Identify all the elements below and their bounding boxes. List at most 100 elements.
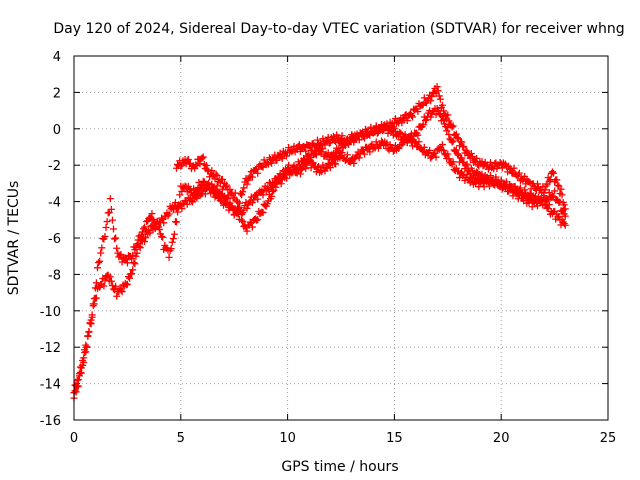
data-point [319,145,327,153]
data-point [449,158,457,166]
data-point [108,282,116,290]
data-point [123,259,131,267]
y-tick-label: -12 [40,341,61,356]
x-tick-label: 20 [493,431,510,446]
data-point [427,97,435,105]
data-point [208,167,216,175]
data-point [441,110,449,118]
data-point [226,185,234,193]
x-tick-label: 15 [386,431,403,446]
data-point [534,202,542,210]
data-point [438,101,446,109]
data-point [448,123,456,131]
data-point [106,273,114,281]
data-point [164,212,172,220]
data-point [433,83,441,91]
data-point [131,260,139,268]
data-point [173,218,181,226]
data-point [462,146,470,154]
data-point [169,206,177,214]
data-point [487,173,495,181]
data-point [167,245,175,253]
data-point [308,146,316,154]
data-point [254,216,262,224]
y-tick-label: -4 [48,196,61,211]
data-point [355,136,363,144]
data-point [117,286,125,294]
data-point [97,249,105,257]
data-point [175,201,183,209]
data-point [259,191,267,199]
data-point [545,201,553,209]
data-point [296,163,304,171]
data-point [212,170,220,178]
data-point [449,137,457,145]
data-point [248,173,256,181]
y-tick-label: -10 [40,305,61,320]
data-point [453,134,461,142]
data-point [507,165,515,173]
data-point [344,140,352,148]
data-point [428,92,436,100]
data-point [314,136,322,144]
data-point [231,189,239,197]
data-point [443,127,451,135]
data-point [420,143,428,151]
data-point [233,198,241,206]
data-point [76,363,84,371]
data-point [434,87,442,95]
data-point [96,257,104,265]
data-point [205,179,213,187]
data-point [155,225,163,233]
data-point [199,153,207,161]
data-point [122,256,130,264]
data-point [71,381,79,389]
data-point [140,238,148,246]
data-point [202,162,210,170]
data-point [213,172,221,180]
data-point [123,280,131,288]
data-point [559,206,567,214]
data-point [126,274,134,282]
data-point [467,173,475,181]
data-point [84,332,92,340]
data-point [243,204,251,212]
data-point [378,137,386,145]
data-point [165,253,173,261]
data-point [296,170,304,178]
data-point [403,117,411,125]
data-point [160,219,168,227]
data-point [258,162,266,170]
data-point [130,259,138,267]
data-point [170,230,178,238]
data-point [453,150,461,158]
data-point [268,192,276,200]
data-point [355,154,363,162]
data-point [133,249,141,257]
data-point [113,292,121,300]
data-point [302,147,310,155]
y-tick-label: 4 [53,50,61,65]
data-point [424,112,432,120]
data-point [558,191,566,199]
data-point [467,150,475,158]
data-point [95,259,103,267]
data-point [350,159,358,167]
data-point [315,163,323,171]
y-tick-label: -2 [48,159,61,174]
data-point [101,233,109,241]
data-point [149,216,157,224]
data-point [111,235,119,243]
data-point [409,113,417,121]
data-point [90,295,98,303]
data-point [463,160,471,168]
y-tick-label: -16 [40,414,61,429]
data-point [80,354,88,362]
data-point [360,150,368,158]
data-point [243,227,251,235]
data-point [557,185,565,193]
data-point [436,95,444,103]
data-point [196,160,204,168]
data-point [148,210,156,218]
data-point [330,132,338,140]
